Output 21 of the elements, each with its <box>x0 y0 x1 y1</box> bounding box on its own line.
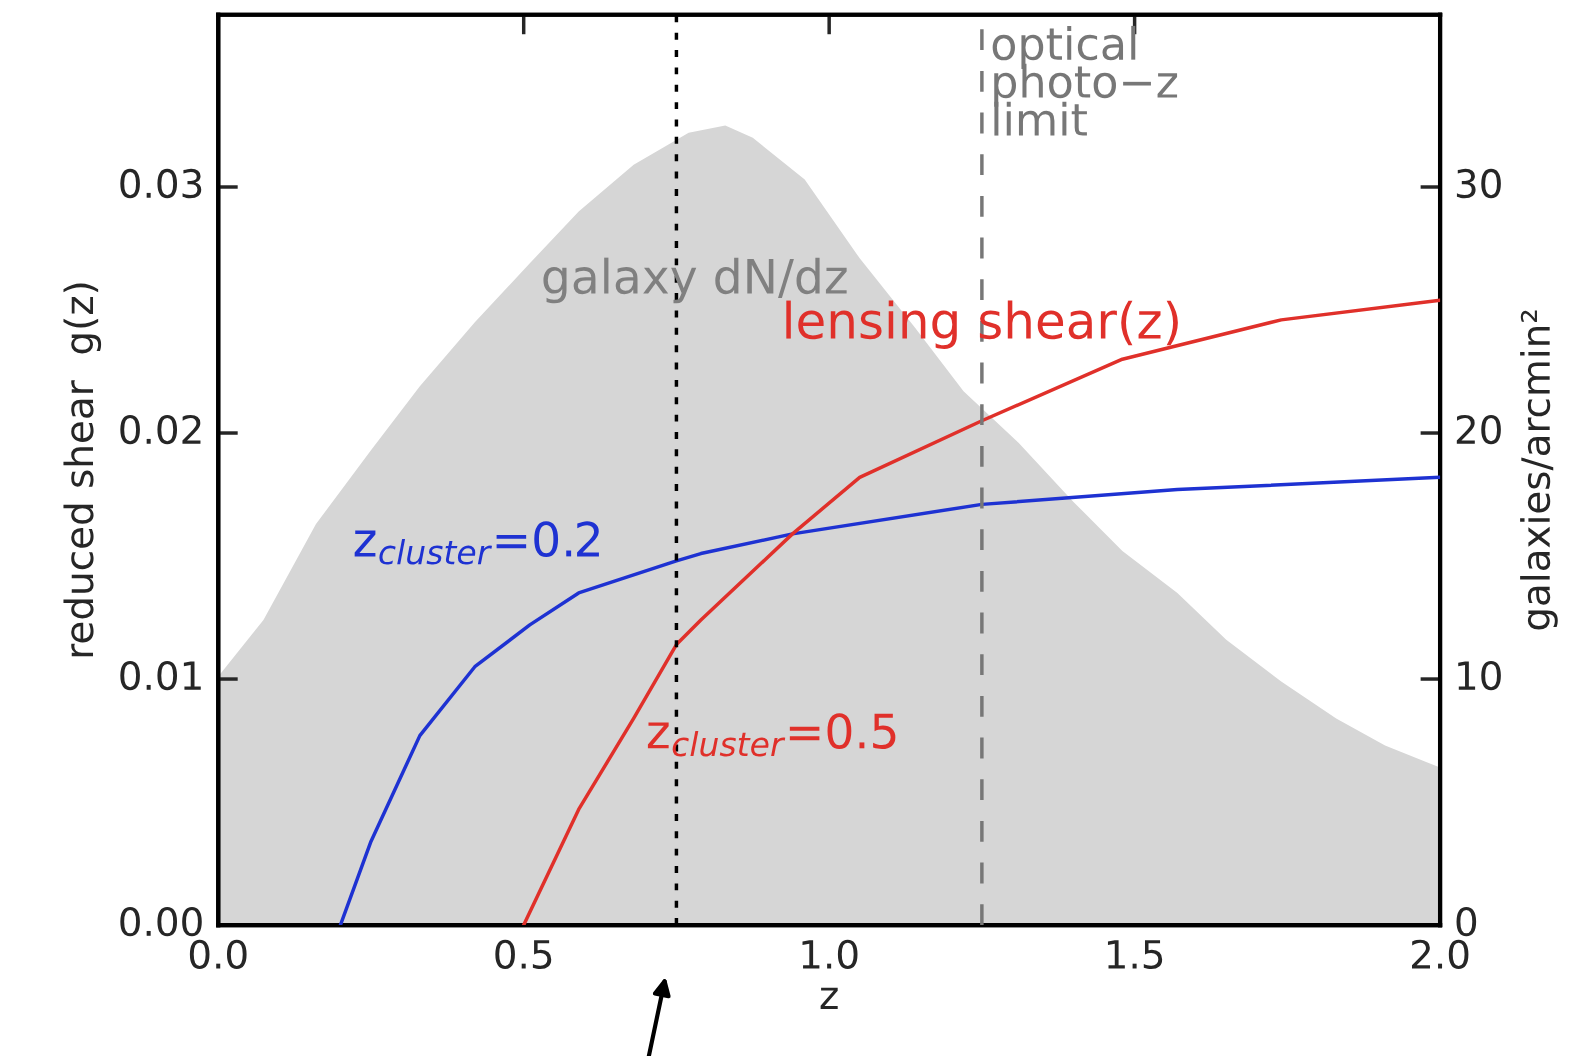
x-tick-label: 2.0 <box>1412 939 1469 970</box>
y-tick-label: 0.03 <box>120 168 202 199</box>
x-tick-label: 1.5 <box>1107 940 1163 970</box>
y2-tick-label: 20 <box>1456 414 1501 445</box>
annotation: lensing shear(z) <box>786 300 1178 349</box>
y2-tick-label: 10 <box>1458 660 1501 691</box>
y2-tick-label: 30 <box>1456 168 1501 199</box>
y-axis-title: reduced shear g(z) <box>63 283 102 657</box>
y2-tick-label: 0 <box>1456 906 1477 937</box>
series-label: z$_{cluster}$=0.2 <box>354 521 599 565</box>
series-label: z$_{cluster}$=0.5 <box>647 713 896 757</box>
x-tick-label: 1.0 <box>802 939 858 970</box>
line-series <box>338 475 1441 926</box>
y-tick-label: 0.01 <box>120 660 201 691</box>
ref-line-label: optical photo−z limit <box>992 25 1178 136</box>
x-tick-label: 0.0 <box>189 939 247 970</box>
y2-axis-title: galaxies/arcmin² <box>1520 310 1558 630</box>
y-tick-label: 0.00 <box>120 906 202 937</box>
y-tick-label: 0.02 <box>120 414 201 445</box>
x-axis-title: z <box>820 987 838 1009</box>
x-tick-label: 0.5 <box>495 939 552 970</box>
